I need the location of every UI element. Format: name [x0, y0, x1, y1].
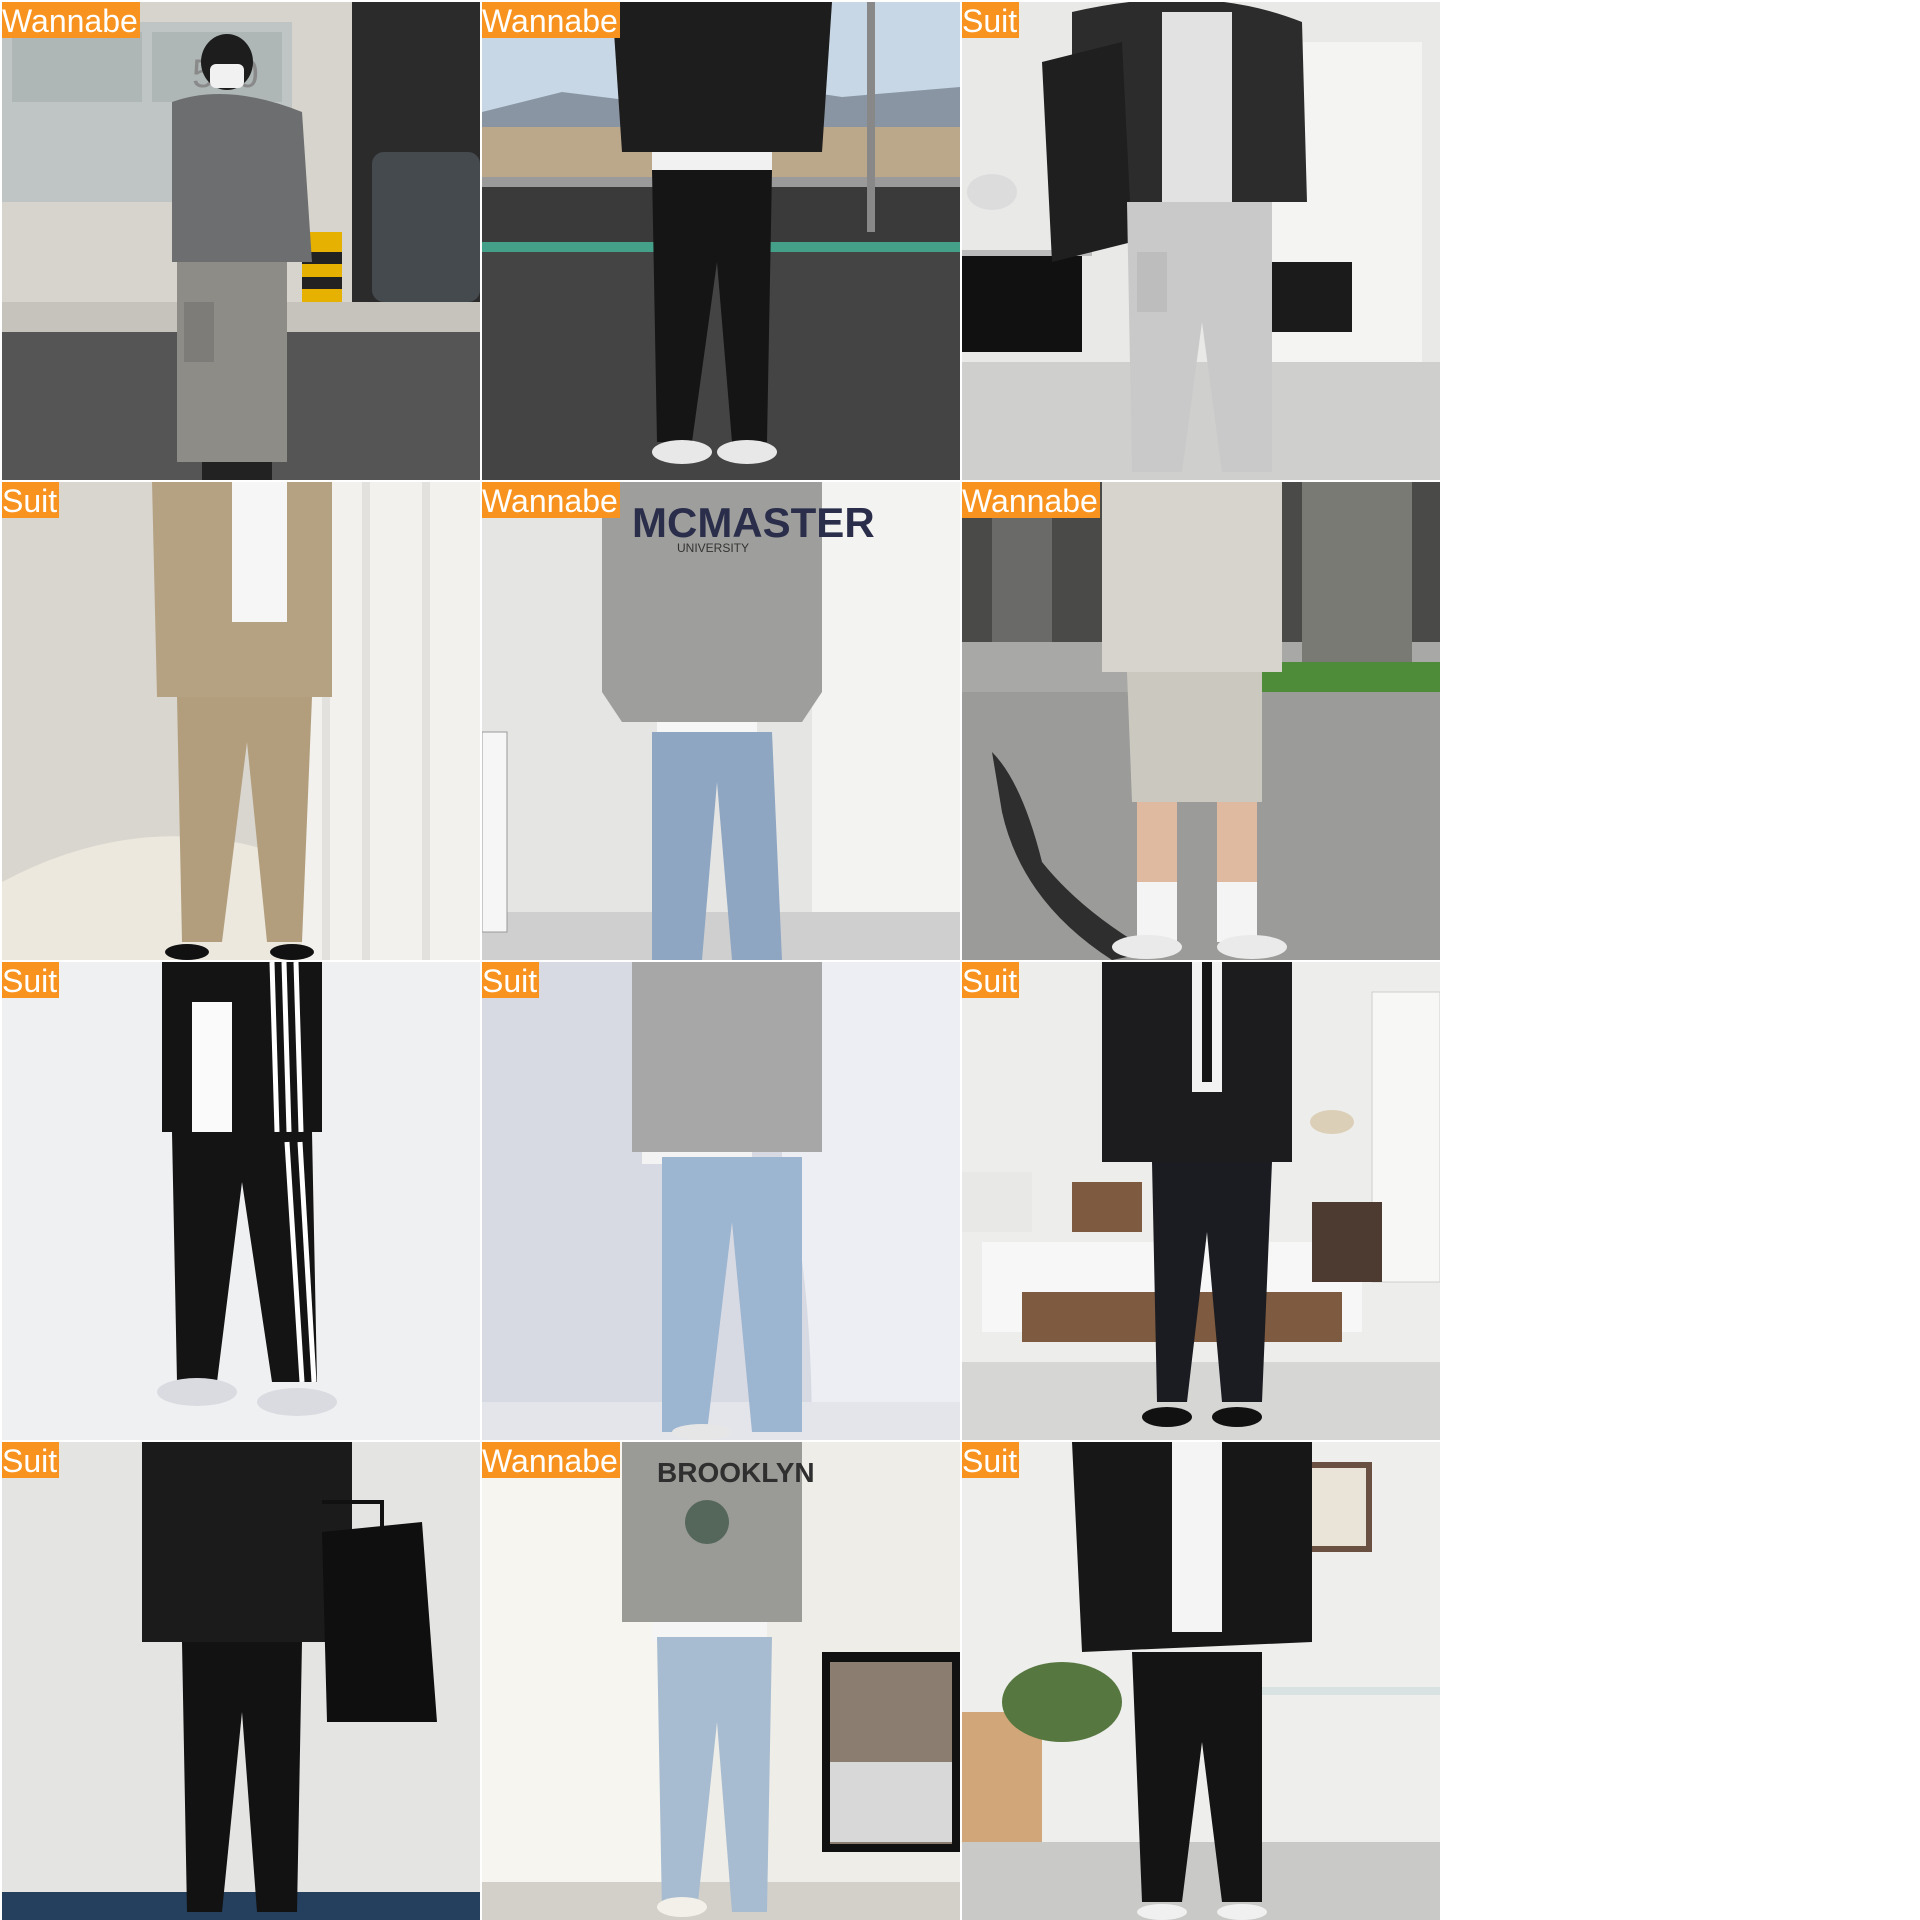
category-badge: Wannabe — [2, 2, 140, 38]
photo-tile-5[interactable]: MCMASTER UNIVERSITY Wannabe — [482, 482, 960, 960]
outfit-photo — [2, 962, 480, 1440]
photo-tile-3[interactable]: Suit — [962, 2, 1440, 480]
outfit-photo — [962, 1442, 1440, 1920]
photo-tile-6[interactable]: Wannabe — [962, 482, 1440, 960]
photo-grid: 560 Wannabe — [0, 0, 1440, 1920]
category-badge: Wannabe — [482, 2, 620, 38]
photo-tile-4[interactable]: Suit — [2, 482, 480, 960]
photo-tile-1[interactable]: 560 Wannabe — [2, 2, 480, 480]
outfit-photo — [2, 1442, 480, 1920]
category-badge: Wannabe — [482, 482, 620, 518]
outfit-photo — [482, 2, 960, 480]
sweatshirt-subprint: UNIVERSITY — [677, 541, 749, 555]
outfit-photo — [962, 962, 1440, 1440]
category-badge: Suit — [2, 482, 59, 518]
category-badge: Suit — [2, 1442, 59, 1478]
outfit-photo — [962, 2, 1440, 480]
outfit-photo — [962, 482, 1440, 960]
photo-tile-2[interactable]: Wannabe — [482, 2, 960, 480]
photo-tile-9[interactable]: Suit — [962, 962, 1440, 1440]
outfit-photo: MCMASTER UNIVERSITY — [482, 482, 960, 960]
outfit-photo: 560 — [2, 2, 480, 480]
photo-tile-12[interactable]: Suit — [962, 1442, 1440, 1920]
category-badge: Suit — [2, 962, 59, 998]
category-badge: Suit — [482, 962, 539, 998]
outfit-photo — [2, 482, 480, 960]
sweatshirt-print: BROOKLYN — [657, 1457, 815, 1488]
sweatshirt-print: MCMASTER — [632, 499, 875, 546]
category-badge: Suit — [962, 2, 1019, 38]
outfit-photo — [482, 962, 960, 1440]
category-badge: Wannabe — [482, 1442, 620, 1478]
outfit-photo: BROOKLYN — [482, 1442, 960, 1920]
category-badge: Suit — [962, 962, 1019, 998]
photo-tile-8[interactable]: Suit — [482, 962, 960, 1440]
photo-tile-10[interactable]: Suit — [2, 1442, 480, 1920]
photo-tile-7[interactable]: Suit — [2, 962, 480, 1440]
category-badge: Wannabe — [962, 482, 1100, 518]
photo-tile-11[interactable]: BROOKLYN Wannabe — [482, 1442, 960, 1920]
category-badge: Suit — [962, 1442, 1019, 1478]
